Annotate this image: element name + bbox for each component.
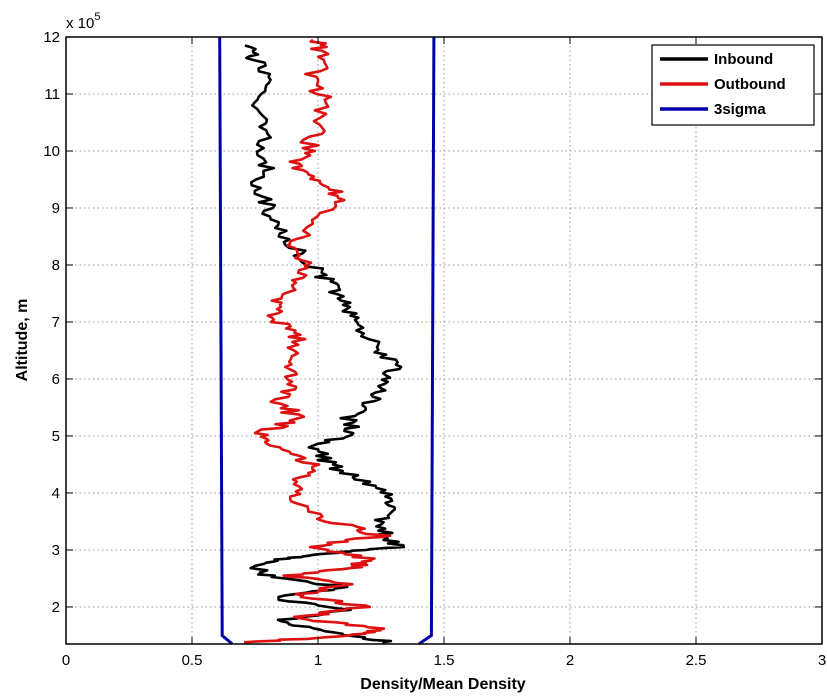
y-exponent-label: x 105 <box>66 11 100 32</box>
legend: Inbound Outbound 3sigma <box>651 44 815 126</box>
y-tick-label: 9 <box>52 200 60 217</box>
legend-label-3sigma: 3sigma <box>714 101 766 118</box>
x-tick-label: 3 <box>818 652 826 669</box>
y-tick-label: 6 <box>52 371 60 388</box>
y-axis-title: Altitude, m <box>14 299 31 382</box>
axis-ticks: 0 0.5 1 1.5 2 2.5 3 2 3 4 5 6 7 8 9 10 11 12 <box>43 29 826 669</box>
y-tick-label: 4 <box>52 485 60 502</box>
series-inbound <box>244 44 406 644</box>
y-tick-label: 2 <box>52 599 60 616</box>
plot-area <box>66 37 822 644</box>
series-3sigma-right <box>417 36 436 646</box>
x-tick-label: 0.5 <box>182 652 203 669</box>
y-tick-label: 10 <box>43 143 60 160</box>
x-tick-label: 1 <box>314 652 322 669</box>
x-tick-label: 0 <box>62 652 70 669</box>
legend-label-outbound: Outbound <box>714 76 786 93</box>
x-axis-title: Density/Mean Density <box>360 676 525 693</box>
series-lines <box>218 36 436 646</box>
y-tick-label: 8 <box>52 257 60 274</box>
series-outbound <box>244 38 392 644</box>
y-tick-label: 12 <box>43 29 60 46</box>
x-tick-label: 2.5 <box>686 652 707 669</box>
series-3sigma-left <box>218 36 234 646</box>
x-tick-label: 1.5 <box>434 652 455 669</box>
y-tick-label: 5 <box>52 428 60 445</box>
y-tick-label: 3 <box>52 542 60 559</box>
y-tick-label: 11 <box>44 86 60 103</box>
x-tick-label: 2 <box>566 652 574 669</box>
legend-label-inbound: Inbound <box>714 51 773 68</box>
y-tick-label: 7 <box>52 314 60 331</box>
